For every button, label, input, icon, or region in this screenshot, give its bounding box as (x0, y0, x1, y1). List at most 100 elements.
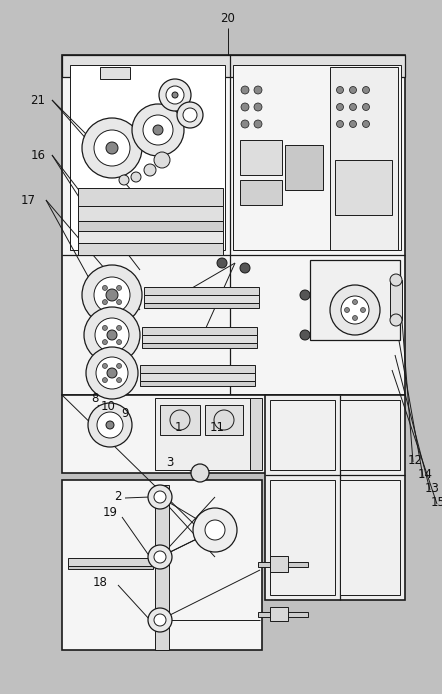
Bar (155, 485, 169, 650)
Bar (62, 480, 262, 650)
Circle shape (103, 300, 107, 305)
Circle shape (88, 403, 132, 447)
Circle shape (131, 172, 141, 182)
Circle shape (154, 152, 170, 168)
Circle shape (254, 86, 262, 94)
Circle shape (106, 142, 118, 154)
Circle shape (107, 368, 117, 378)
Circle shape (300, 290, 310, 300)
Circle shape (143, 115, 173, 145)
Text: 14: 14 (418, 468, 433, 482)
Circle shape (117, 325, 122, 330)
Circle shape (96, 357, 128, 389)
Circle shape (183, 108, 197, 122)
Text: 3: 3 (166, 455, 174, 468)
Circle shape (336, 121, 343, 128)
Circle shape (362, 121, 370, 128)
Circle shape (117, 364, 122, 369)
Bar (70, 65, 225, 250)
Bar (330, 67, 398, 250)
Circle shape (172, 92, 178, 98)
Bar (68, 558, 153, 566)
Text: 16: 16 (30, 149, 46, 162)
Circle shape (106, 421, 114, 429)
Circle shape (344, 307, 350, 312)
Text: 10: 10 (101, 400, 115, 412)
Circle shape (193, 508, 237, 552)
Circle shape (153, 125, 163, 135)
Bar (240, 140, 282, 175)
Circle shape (390, 314, 402, 326)
Circle shape (350, 103, 357, 110)
Circle shape (94, 277, 130, 313)
Circle shape (300, 330, 310, 340)
Text: 2: 2 (114, 489, 122, 502)
Circle shape (106, 289, 118, 301)
Bar (100, 67, 130, 79)
Circle shape (144, 164, 156, 176)
Bar (144, 303, 259, 308)
Text: 8: 8 (91, 391, 99, 405)
Circle shape (217, 258, 227, 268)
Circle shape (148, 545, 172, 569)
Bar (390, 280, 402, 320)
Circle shape (254, 120, 262, 128)
Bar (142, 343, 257, 348)
Bar (62, 395, 342, 473)
Circle shape (86, 347, 138, 399)
Bar (62, 55, 405, 77)
Bar (233, 65, 401, 250)
Circle shape (241, 120, 249, 128)
Circle shape (117, 285, 122, 290)
Circle shape (103, 325, 107, 330)
Circle shape (94, 130, 130, 166)
Circle shape (353, 300, 358, 305)
Bar (78, 231, 223, 243)
Bar (144, 287, 259, 295)
Circle shape (119, 175, 129, 185)
Circle shape (191, 464, 209, 482)
Bar (270, 556, 288, 572)
Bar (155, 398, 250, 470)
Text: 20: 20 (221, 12, 236, 24)
Bar (258, 562, 308, 567)
Circle shape (154, 614, 166, 626)
Circle shape (103, 339, 107, 345)
Text: 12: 12 (408, 453, 423, 466)
Bar (78, 243, 223, 255)
Circle shape (361, 307, 366, 312)
Circle shape (117, 300, 122, 305)
Circle shape (241, 103, 249, 111)
Bar (270, 480, 335, 595)
Bar (285, 145, 323, 190)
Bar (250, 398, 262, 470)
Text: 9: 9 (121, 407, 129, 419)
Circle shape (362, 103, 370, 110)
Bar (258, 612, 308, 617)
Text: 1: 1 (174, 421, 182, 434)
Circle shape (205, 520, 225, 540)
Circle shape (117, 378, 122, 382)
Circle shape (350, 121, 357, 128)
Bar (335, 160, 392, 215)
Bar (140, 365, 255, 373)
Circle shape (214, 410, 234, 430)
Circle shape (132, 104, 184, 156)
Bar (340, 400, 400, 470)
Circle shape (148, 608, 172, 632)
Bar (144, 295, 259, 303)
Circle shape (148, 485, 172, 509)
Text: 19: 19 (103, 505, 118, 518)
Bar (310, 260, 400, 340)
Bar (140, 381, 255, 386)
Circle shape (336, 103, 343, 110)
Bar (142, 335, 257, 343)
Circle shape (254, 103, 262, 111)
Circle shape (390, 274, 402, 286)
Bar (240, 180, 282, 205)
Circle shape (330, 285, 380, 335)
Circle shape (240, 263, 250, 273)
Circle shape (159, 79, 191, 111)
Bar (78, 206, 223, 221)
Circle shape (170, 410, 190, 430)
